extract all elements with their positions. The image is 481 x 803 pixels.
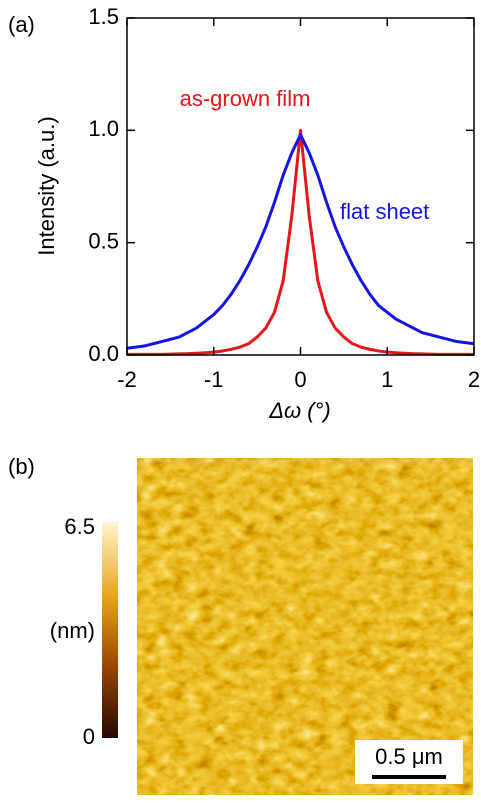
series-label: as-grown film: [180, 86, 311, 111]
x-axis-label: Δω (°): [268, 398, 330, 423]
panel-label: (a): [8, 12, 35, 37]
y-axis-label: Intensity (a.u.): [34, 116, 59, 255]
colorbar-min: 0: [83, 724, 95, 749]
colorbar-unit: (nm): [50, 618, 95, 643]
y-tick-label: 0.5: [88, 228, 119, 253]
colorbar: [102, 522, 118, 738]
y-tick-label: 1.5: [88, 4, 119, 29]
plot-area: [126, 128, 475, 356]
x-tick-label: -2: [117, 367, 137, 392]
x-tick-label: 1: [381, 367, 393, 392]
series-label: flat sheet: [340, 199, 429, 224]
y-tick-label: 0.0: [88, 341, 119, 366]
plot-frame: [126, 17, 475, 356]
panel-label: (b): [8, 454, 35, 479]
data-line: [127, 128, 474, 356]
data-line: [126, 133, 475, 350]
x-tick-label: -1: [204, 367, 224, 392]
x-tick-label: 0: [294, 367, 306, 392]
y-tick-label: 1.0: [88, 116, 119, 141]
afm-image: [137, 458, 473, 795]
scale-bar-label: 0.5 μm: [375, 744, 443, 769]
colorbar-max: 6.5: [64, 514, 95, 539]
x-tick-label: 2: [468, 367, 480, 392]
